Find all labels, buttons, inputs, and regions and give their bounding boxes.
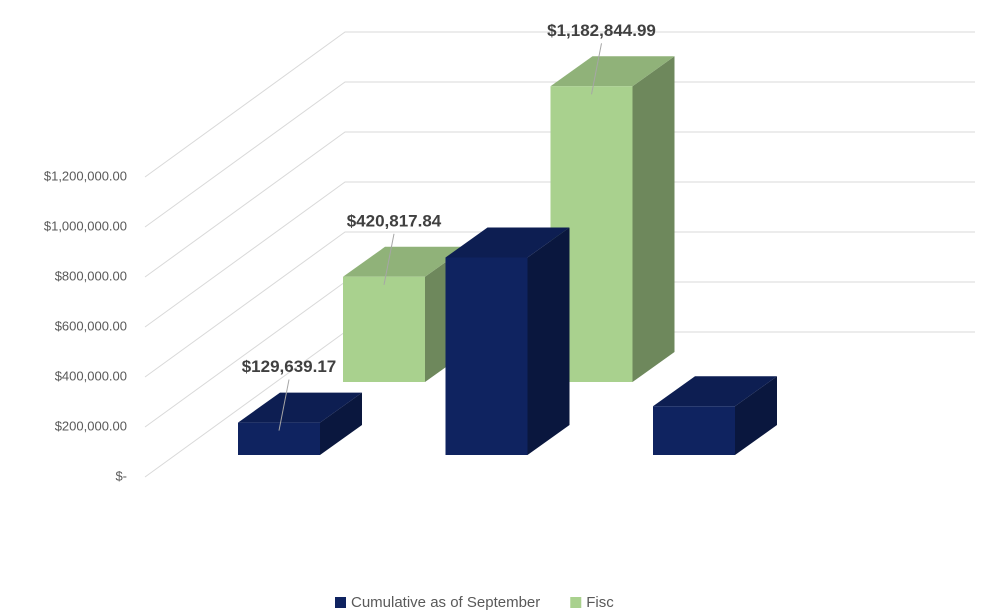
bar-top	[550, 56, 675, 87]
bar	[238, 392, 362, 455]
y-tick-label: $1,200,000.00	[44, 168, 127, 183]
bar-top	[238, 392, 362, 423]
legend-label: Cumulative as of September	[351, 594, 540, 611]
y-tick-label: $200,000.00	[55, 418, 127, 433]
bar-side	[320, 392, 362, 455]
leader-line	[591, 43, 602, 95]
value-label: $420,817.84	[347, 211, 442, 230]
grid-line	[144, 231, 975, 378]
y-tick-label: $800,000.00	[55, 268, 127, 283]
y-tick-label: $600,000.00	[55, 318, 127, 333]
bar-side	[632, 56, 675, 382]
legend-swatch	[570, 597, 582, 608]
bar-top	[653, 376, 777, 407]
bar-side	[735, 376, 777, 455]
grid-line	[144, 81, 975, 228]
grid-line	[144, 181, 975, 328]
leader-line	[383, 233, 395, 285]
leader-line	[278, 379, 290, 431]
bar-top	[343, 246, 467, 277]
bar-front	[343, 276, 425, 382]
bar	[653, 376, 777, 455]
value-label: $129,639.17	[242, 357, 337, 376]
grid-line	[144, 31, 975, 178]
bar-top	[445, 227, 570, 258]
bar-front	[653, 406, 735, 455]
bar-front	[238, 422, 320, 455]
bar	[550, 56, 675, 382]
y-tick-label: $-	[115, 468, 127, 483]
bar-front	[445, 257, 528, 455]
y-tick-label: $1,000,000.00	[44, 218, 127, 233]
legend-label: Fisc	[586, 594, 614, 611]
bar-side	[527, 227, 570, 455]
legend-swatch	[335, 597, 346, 608]
value-label: $1,182,844.99	[547, 21, 656, 40]
bar-front	[550, 86, 633, 382]
y-tick-label: $400,000.00	[55, 368, 127, 383]
bar	[445, 227, 570, 455]
grid-line	[144, 131, 975, 278]
